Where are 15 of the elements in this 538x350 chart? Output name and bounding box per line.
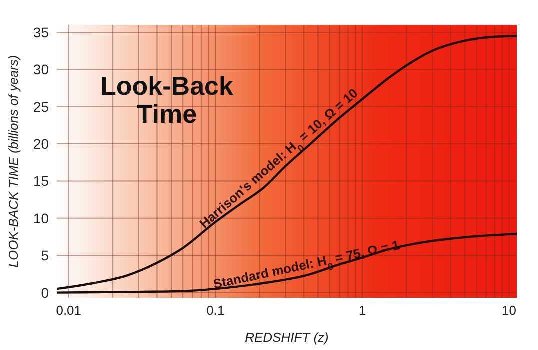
y-tick-label: 5 [41, 248, 50, 264]
x-tick-label: 0.1 [206, 303, 225, 318]
y-tick-label: 35 [33, 24, 50, 40]
y-tick-label: 0 [41, 284, 50, 301]
y-axis-title: LOOK-BACK TIME (billions of years) [6, 55, 21, 268]
y-tick-label: 10 [33, 210, 50, 226]
x-axis-title: REDSHIFT (z) [245, 330, 329, 345]
y-tick-label: 15 [33, 173, 50, 190]
y-tick-label: 25 [33, 98, 50, 115]
text: Look-Back Time [100, 71, 234, 129]
y-tick-label: 20 [33, 136, 50, 152]
x-tick-label: 0.01 [56, 303, 82, 318]
x-tick-label: 1 [358, 303, 366, 318]
x-tick-label: 10 [502, 303, 516, 318]
y-tick-label: 30 [33, 62, 50, 78]
